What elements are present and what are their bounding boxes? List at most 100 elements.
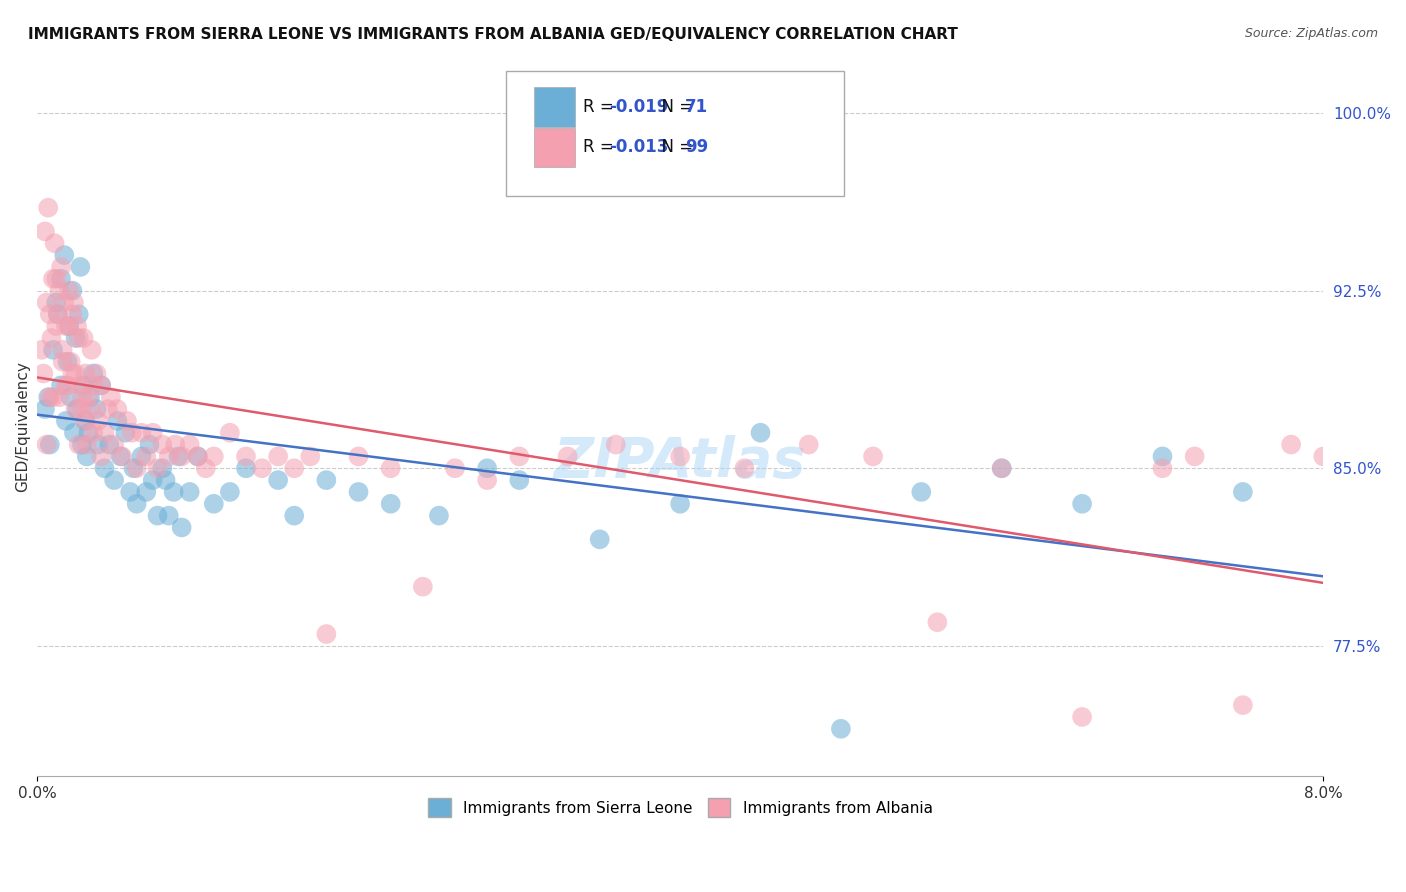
Point: [125, 497, 148, 511]
Point: [70, 390, 93, 404]
Point: [412, 580, 434, 594]
Point: [63, 425, 86, 440]
Point: [77, 425, 100, 440]
Point: [669, 497, 692, 511]
Point: [65, 367, 87, 381]
Point: [56, 378, 79, 392]
Point: [219, 425, 242, 440]
Point: [93, 461, 115, 475]
Point: [131, 425, 153, 440]
Point: [100, 390, 122, 404]
Point: [49, 272, 72, 286]
Point: [219, 485, 242, 500]
Point: [267, 473, 290, 487]
Point: [55, 414, 77, 428]
Point: [589, 533, 612, 547]
Point: [65, 402, 87, 417]
Point: [162, 485, 184, 500]
Point: [114, 425, 136, 440]
Text: N =: N =: [651, 98, 699, 116]
Text: R =: R =: [583, 138, 620, 156]
Point: [157, 508, 180, 523]
Point: [69, 378, 91, 392]
Point: [110, 450, 132, 464]
Point: [167, 450, 190, 464]
Point: [48, 284, 70, 298]
Point: [475, 461, 498, 475]
Point: [557, 450, 579, 464]
Point: [87, 437, 110, 451]
Point: [34, 402, 56, 417]
Point: [797, 437, 820, 451]
Point: [135, 450, 157, 464]
Point: [142, 425, 165, 440]
Point: [250, 461, 273, 475]
Point: [63, 295, 86, 310]
Point: [121, 425, 143, 440]
Point: [315, 473, 337, 487]
Point: [46, 307, 69, 321]
Point: [170, 450, 193, 464]
Point: [77, 390, 100, 404]
Point: [42, 343, 65, 357]
Point: [38, 437, 60, 451]
Point: [103, 437, 125, 451]
Point: [48, 390, 70, 404]
Point: [37, 201, 59, 215]
Point: [155, 473, 177, 487]
Point: [605, 437, 627, 451]
Point: [82, 425, 104, 440]
Point: [37, 390, 59, 404]
Point: [67, 437, 90, 451]
Point: [72, 378, 94, 392]
Point: [170, 520, 193, 534]
Point: [75, 414, 97, 428]
Point: [82, 367, 104, 381]
Point: [283, 461, 305, 475]
Point: [927, 615, 949, 630]
Point: [111, 450, 134, 464]
Point: [41, 331, 63, 345]
Y-axis label: GED/Equivalency: GED/Equivalency: [15, 361, 30, 492]
Point: [165, 437, 187, 451]
Text: ZIPAtlas: ZIPAtlas: [554, 434, 806, 489]
Point: [733, 461, 755, 475]
Point: [347, 485, 370, 500]
Point: [59, 354, 82, 368]
Point: [142, 473, 165, 487]
Point: [103, 473, 125, 487]
Point: [45, 272, 67, 286]
Point: [87, 414, 110, 428]
Point: [67, 331, 90, 345]
Point: [202, 497, 225, 511]
Point: [60, 284, 83, 298]
Point: [86, 367, 108, 381]
Point: [31, 343, 53, 357]
Point: [56, 354, 79, 368]
Point: [669, 450, 692, 464]
Point: [93, 425, 115, 440]
Point: [138, 437, 160, 451]
Point: [427, 508, 450, 523]
Point: [1184, 450, 1206, 464]
Point: [70, 402, 93, 417]
Point: [53, 295, 76, 310]
Point: [75, 414, 97, 428]
Point: [475, 473, 498, 487]
Point: [1279, 437, 1302, 451]
Point: [1071, 497, 1094, 511]
Point: [38, 390, 60, 404]
Point: [58, 284, 80, 298]
Point: [90, 378, 112, 392]
Point: [69, 260, 91, 274]
Point: [90, 450, 112, 464]
Point: [749, 425, 772, 440]
Point: [44, 236, 66, 251]
Point: [157, 450, 180, 464]
Point: [508, 473, 530, 487]
Text: N =: N =: [651, 138, 699, 156]
Point: [235, 461, 257, 475]
Point: [187, 450, 209, 464]
Point: [105, 414, 128, 428]
Text: -0.019: -0.019: [609, 98, 668, 116]
